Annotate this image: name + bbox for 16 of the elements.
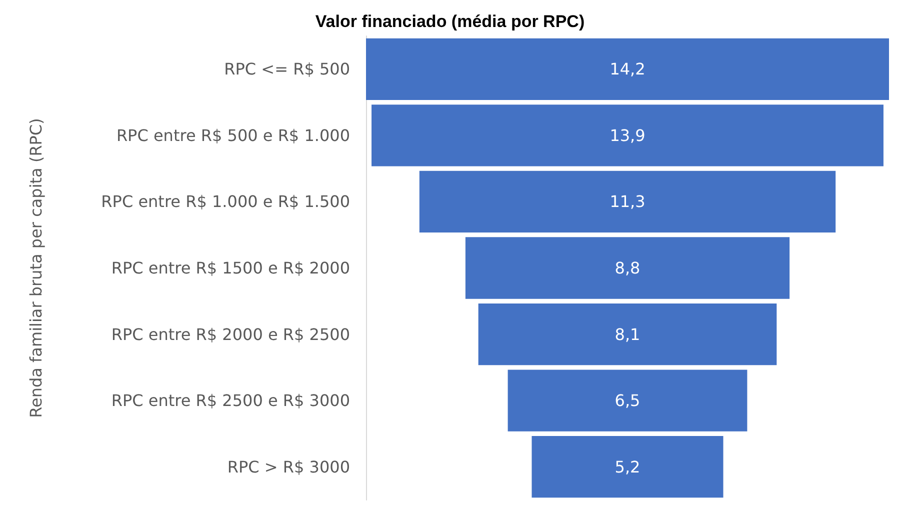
category-label: RPC entre R$ 500 e R$ 1.000 bbox=[116, 126, 350, 145]
data-label: 5,2 bbox=[614, 457, 640, 476]
category-label: RPC > R$ 3000 bbox=[227, 457, 350, 476]
category-label: RPC <= R$ 500 bbox=[224, 60, 350, 79]
data-label: 14,2 bbox=[610, 60, 646, 79]
data-label: 6,5 bbox=[614, 391, 640, 410]
data-label: 11,3 bbox=[610, 192, 646, 212]
data-label: 8,8 bbox=[614, 258, 640, 278]
text: Renda familiar bruta per capita (RPC) bbox=[26, 118, 46, 418]
text: Valor financiado (média por RPC) bbox=[315, 12, 585, 31]
category-label: RPC entre R$ 1.000 e R$ 1.500 bbox=[101, 192, 350, 212]
category-label: RPC entre R$ 1500 e R$ 2000 bbox=[111, 258, 350, 278]
category-label: RPC entre R$ 2000 e R$ 2500 bbox=[111, 324, 350, 344]
data-label: 13,9 bbox=[610, 126, 646, 145]
data-label: 8,1 bbox=[614, 324, 640, 344]
category-label: RPC entre R$ 2500 e R$ 3000 bbox=[111, 391, 350, 410]
